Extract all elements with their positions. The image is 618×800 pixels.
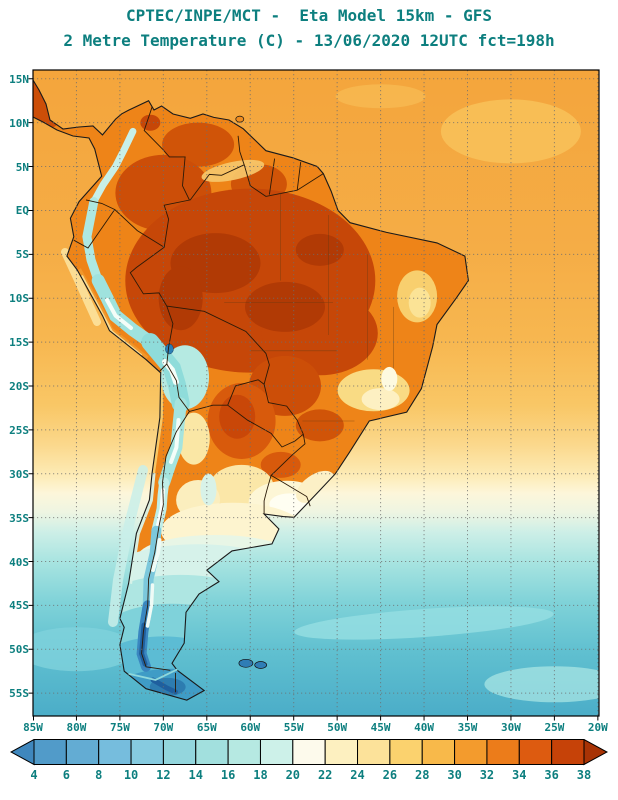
colorbar-tick-label: 22 (317, 768, 333, 782)
lat-tick-label: 15S (9, 336, 29, 350)
lon-tick-label: 20W (587, 721, 608, 734)
lat-tick-label: 45S (9, 599, 29, 613)
plot-title-line1: CPTEC/INPE/MCT - Eta Model 15km - GFS (125, 6, 493, 25)
lon-tick-label: 80W (66, 721, 87, 734)
colorbar-tick-label: 36 (544, 768, 559, 782)
colorbar-tick-label: 32 (479, 768, 495, 782)
lon-tick-label: 45W (370, 721, 391, 734)
lat-tick-label: 20S (9, 379, 29, 393)
colorbar-cell (421, 739, 456, 765)
colorbar-cell (486, 739, 520, 765)
lat-tick-label: 30S (9, 467, 29, 481)
map-layers (33, 70, 599, 716)
colorbar-cell (357, 739, 391, 765)
colorbar-tick-label: 4 (30, 768, 38, 782)
strait-of-magellan (128, 668, 178, 681)
trinidad-island (235, 115, 245, 123)
colorbar-cell (518, 739, 553, 765)
colorbar-tick-label: 26 (382, 768, 398, 782)
lon-tick-label: 30W (501, 721, 521, 734)
colorbar (10, 739, 608, 766)
lon-tick-label: 75W (109, 721, 130, 734)
colorbar-tick-label: 30 (447, 768, 462, 782)
latitude-ticks (28, 78, 33, 694)
colorbar-tick-label: 28 (415, 768, 430, 782)
colorbar-cell (227, 739, 261, 765)
lat-tick-label: 15N (9, 72, 29, 86)
colorbar-cell (33, 739, 67, 765)
lon-tick-label: 25W (544, 721, 565, 734)
colorbar-tick-label: 16 (220, 768, 236, 782)
lon-tick-label: 70W (153, 721, 174, 734)
colorbar-tick-label: 24 (350, 768, 365, 782)
falkland-islands (238, 658, 268, 669)
lon-tick-label: 55W (283, 721, 304, 734)
map-frame (32, 69, 600, 717)
longitude-ticks (33, 716, 599, 721)
lat-tick-label: EQ (15, 204, 29, 218)
colorbar-tick-label: 34 (512, 768, 527, 782)
lat-tick-label: 10S (9, 292, 29, 306)
lon-tick-label: 65W (196, 721, 217, 734)
lat-tick-label: 5S (15, 248, 29, 262)
lon-tick-label: 35W (457, 721, 478, 734)
lat-tick-label: 55S (9, 687, 29, 701)
lat-tick-label: 40S (9, 555, 29, 569)
colorbar-cell (454, 739, 488, 765)
lat-tick-label: 25S (9, 423, 29, 437)
lat-tick-label: 35S (9, 511, 29, 525)
colorbar-tick-label: 38 (576, 768, 592, 782)
colorbar-cell (551, 739, 585, 765)
colorbar-tick-label: 20 (285, 768, 301, 782)
colorbar-cell (65, 739, 100, 765)
colorbar-cell (98, 739, 132, 765)
lon-tick-label: 60W (240, 721, 261, 734)
colorbar-tick-label: 18 (253, 768, 268, 782)
ocean-warm-patches (335, 84, 581, 164)
colorbar-tick-label: 12 (156, 768, 171, 782)
colorbar-cell (259, 739, 294, 765)
lat-tick-label: 50S (9, 643, 29, 657)
lon-tick-label: 40W (414, 721, 434, 734)
peru-coastal-water-band (61, 248, 101, 326)
colorbar-arrow-low (10, 739, 35, 766)
lat-tick-label: 5N (15, 160, 29, 174)
lat-tick-label: 10N (9, 116, 29, 130)
colorbar-tick-label: 10 (123, 768, 139, 782)
colorbar-tick-label: 14 (188, 768, 203, 782)
lon-tick-label: 85W (23, 721, 43, 734)
colorbar-cell (195, 739, 229, 765)
colorbar-cell (130, 739, 164, 765)
colorbar-cells (10, 739, 608, 766)
colorbar-cell (324, 739, 359, 765)
country-borders (73, 106, 324, 693)
hot-red-regions (33, 80, 378, 478)
lake-titicaca (165, 343, 174, 355)
colorbar-tick-label: 8 (95, 768, 103, 782)
temperature-map (28, 69, 600, 721)
plot-title-line2: 2 Metre Temperature (C) - 13/06/2020 12U… (63, 31, 555, 50)
colorbar-scale: 4 6 8 10 12 14 16 18 20 22 24 26 28 30 32 34 36 38 (0, 768, 618, 784)
colorbar-cell (162, 739, 197, 765)
humboldt-current-band (108, 465, 148, 627)
colorbar-tick-label: 6 (62, 768, 70, 782)
colorbar-cell (292, 739, 326, 765)
colorbar-arrow-high (583, 739, 608, 766)
warm-yellow-regions (176, 159, 438, 520)
lon-tick-label: 50W (327, 721, 348, 734)
colorbar-cell (389, 739, 423, 765)
